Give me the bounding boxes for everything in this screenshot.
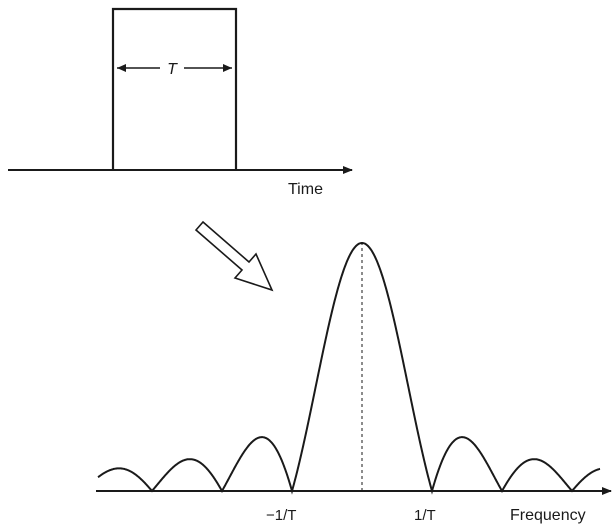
sinc-magnitude-curve: [97, 242, 601, 495]
tick-label-pos-1-over-t: 1/T: [414, 507, 436, 524]
frequency-axis-label: Frequency: [510, 507, 586, 524]
frequency-domain-plot: −1/T 1/T Frequency: [96, 242, 612, 524]
pulse-width-arrow-right-head: [223, 64, 232, 72]
time-domain-plot: T Time: [8, 7, 353, 198]
transform-arrow-icon: [194, 220, 274, 292]
tick-label-neg-1-over-t: −1/T: [266, 507, 296, 524]
time-axis-label: Time: [288, 181, 323, 198]
pulse-width-label: T: [167, 61, 178, 78]
pulse-width-arrow-left-head: [117, 64, 126, 72]
rectangular-pulse: [111, 7, 238, 170]
